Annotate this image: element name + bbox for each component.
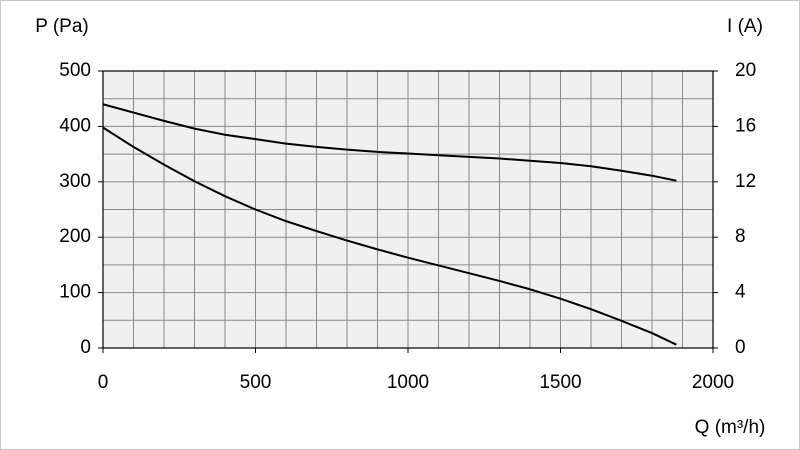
y2-axis-label: I (A) bbox=[727, 16, 763, 37]
y-tick-label: 100 bbox=[59, 282, 91, 303]
y-tick-label: 300 bbox=[59, 171, 91, 192]
curve bbox=[102, 103, 677, 182]
x-axis-label: Q (m³/h) bbox=[695, 417, 766, 438]
y2-tick-label: 0 bbox=[735, 337, 746, 358]
x-tick-label: 1500 bbox=[539, 372, 581, 393]
y2-tick-label: 4 bbox=[735, 282, 746, 303]
y2-tick-label: 8 bbox=[735, 226, 746, 247]
y2-tick-label: 20 bbox=[735, 60, 756, 81]
y-axis-label: P (Pa) bbox=[35, 16, 89, 37]
x-tick-label: 500 bbox=[240, 372, 272, 393]
x-tick-label: 2000 bbox=[692, 372, 734, 393]
y2-tick-label: 16 bbox=[735, 115, 756, 136]
curve bbox=[102, 126, 677, 346]
x-tick-label: 1000 bbox=[387, 372, 429, 393]
y-tick-label: 400 bbox=[59, 115, 91, 136]
y2-tick-label: 12 bbox=[735, 171, 756, 192]
x-tick-label: 0 bbox=[98, 372, 109, 393]
y-tick-label: 500 bbox=[59, 60, 91, 81]
y-tick-label: 0 bbox=[80, 337, 91, 358]
y-tick-label: 200 bbox=[59, 226, 91, 247]
